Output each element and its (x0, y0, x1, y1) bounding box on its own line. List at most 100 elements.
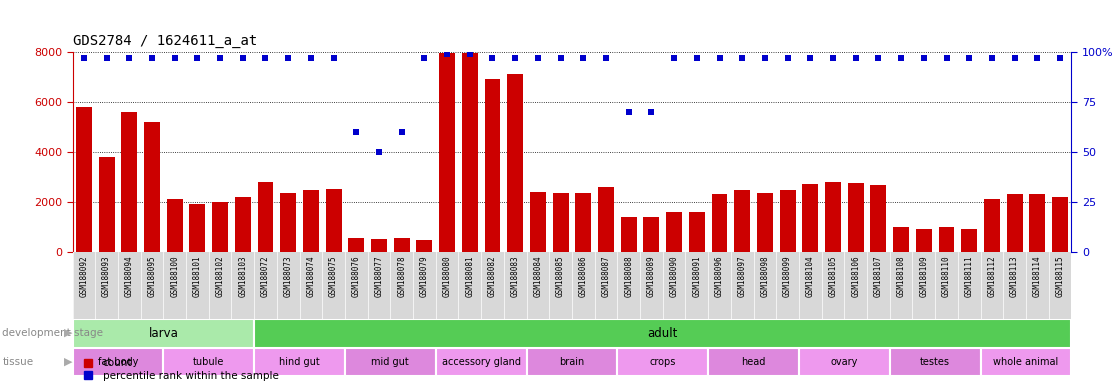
Bar (939, 227, 954, 252)
Text: GSM188096: GSM188096 (715, 255, 724, 296)
Bar (848, 183, 864, 252)
Bar (254, 348, 345, 376)
Text: GSM188106: GSM188106 (852, 255, 860, 296)
Point (257, 55, 275, 61)
Text: GSM188086: GSM188086 (579, 255, 588, 296)
Point (121, 55, 138, 61)
Text: GSM188105: GSM188105 (828, 255, 837, 296)
Bar (394, 238, 410, 252)
Text: GSM188088: GSM188088 (624, 255, 633, 296)
Bar (416, 240, 432, 252)
Point (507, 55, 525, 61)
Point (960, 55, 978, 61)
Text: GSM188108: GSM188108 (896, 255, 905, 296)
Text: mid gut: mid gut (372, 357, 410, 367)
Text: accessory gland: accessory gland (442, 357, 521, 367)
Text: GSM188074: GSM188074 (307, 255, 316, 296)
Bar (348, 238, 364, 252)
Text: ▶: ▶ (64, 357, 73, 367)
Text: whole animal: whole animal (993, 357, 1059, 367)
Text: GSM188073: GSM188073 (283, 255, 292, 296)
Bar (527, 348, 617, 376)
Point (1006, 55, 1023, 61)
Text: GSM188089: GSM188089 (647, 255, 656, 296)
Point (779, 55, 797, 61)
Point (643, 109, 661, 115)
Point (483, 55, 501, 61)
Bar (73, 348, 163, 376)
Text: GSM188085: GSM188085 (556, 255, 565, 296)
Bar (530, 192, 546, 252)
Text: larva: larva (148, 327, 179, 339)
Text: GSM188100: GSM188100 (171, 255, 180, 296)
Point (439, 51, 456, 57)
Text: GSM188082: GSM188082 (488, 255, 497, 296)
Text: development stage: development stage (2, 328, 104, 338)
Point (461, 51, 479, 57)
Point (711, 55, 729, 61)
Point (393, 129, 411, 135)
Point (143, 55, 161, 61)
Bar (98, 157, 115, 252)
Text: GSM188103: GSM188103 (239, 255, 248, 296)
Text: tissue: tissue (2, 357, 33, 367)
Bar (73, 319, 254, 348)
Text: GSM188092: GSM188092 (79, 255, 88, 296)
Text: GSM188101: GSM188101 (193, 255, 202, 296)
Text: ovary: ovary (830, 357, 858, 367)
Bar (1052, 197, 1068, 252)
Point (347, 129, 365, 135)
Bar (484, 79, 500, 252)
Point (1028, 55, 1046, 61)
Bar (984, 199, 1000, 252)
Text: tubule: tubule (193, 357, 224, 367)
Point (756, 55, 773, 61)
Text: crops: crops (650, 357, 676, 367)
Bar (345, 348, 435, 376)
Point (915, 55, 933, 61)
Text: GDS2784 / 1624611_a_at: GDS2784 / 1624611_a_at (73, 34, 257, 48)
Bar (617, 348, 709, 376)
Bar (689, 212, 704, 252)
Bar (254, 319, 1071, 348)
Bar (76, 107, 92, 252)
Point (371, 149, 388, 155)
Text: testes: testes (921, 357, 950, 367)
Point (529, 55, 547, 61)
Bar (757, 193, 773, 252)
Text: GSM188113: GSM188113 (1010, 255, 1019, 296)
Text: GSM188110: GSM188110 (942, 255, 951, 296)
Point (166, 55, 184, 61)
Bar (825, 182, 841, 252)
Bar (435, 348, 527, 376)
Point (75, 55, 93, 61)
Bar (576, 193, 591, 252)
Point (937, 55, 955, 61)
Text: GSM188111: GSM188111 (964, 255, 973, 296)
Text: GSM188080: GSM188080 (443, 255, 452, 296)
Point (869, 55, 887, 61)
Point (325, 55, 343, 61)
Text: GSM188095: GSM188095 (147, 255, 156, 296)
Text: brain: brain (559, 357, 585, 367)
Text: fat body: fat body (98, 357, 138, 367)
Bar (1007, 194, 1022, 252)
Point (824, 55, 841, 61)
Bar (1029, 194, 1046, 252)
Text: GSM188078: GSM188078 (397, 255, 406, 296)
Point (983, 55, 1001, 61)
Text: GSM188075: GSM188075 (329, 255, 338, 296)
Bar (620, 217, 636, 252)
Bar (440, 53, 455, 252)
Text: GSM188115: GSM188115 (1056, 255, 1065, 296)
Bar (166, 199, 183, 252)
Point (597, 55, 615, 61)
Bar (889, 348, 981, 376)
Bar (258, 182, 273, 252)
Text: GSM188091: GSM188091 (692, 255, 701, 296)
Bar (190, 204, 205, 252)
Point (1051, 55, 1069, 61)
Bar (709, 348, 799, 376)
Point (551, 55, 569, 61)
Text: GSM188107: GSM188107 (874, 255, 883, 296)
